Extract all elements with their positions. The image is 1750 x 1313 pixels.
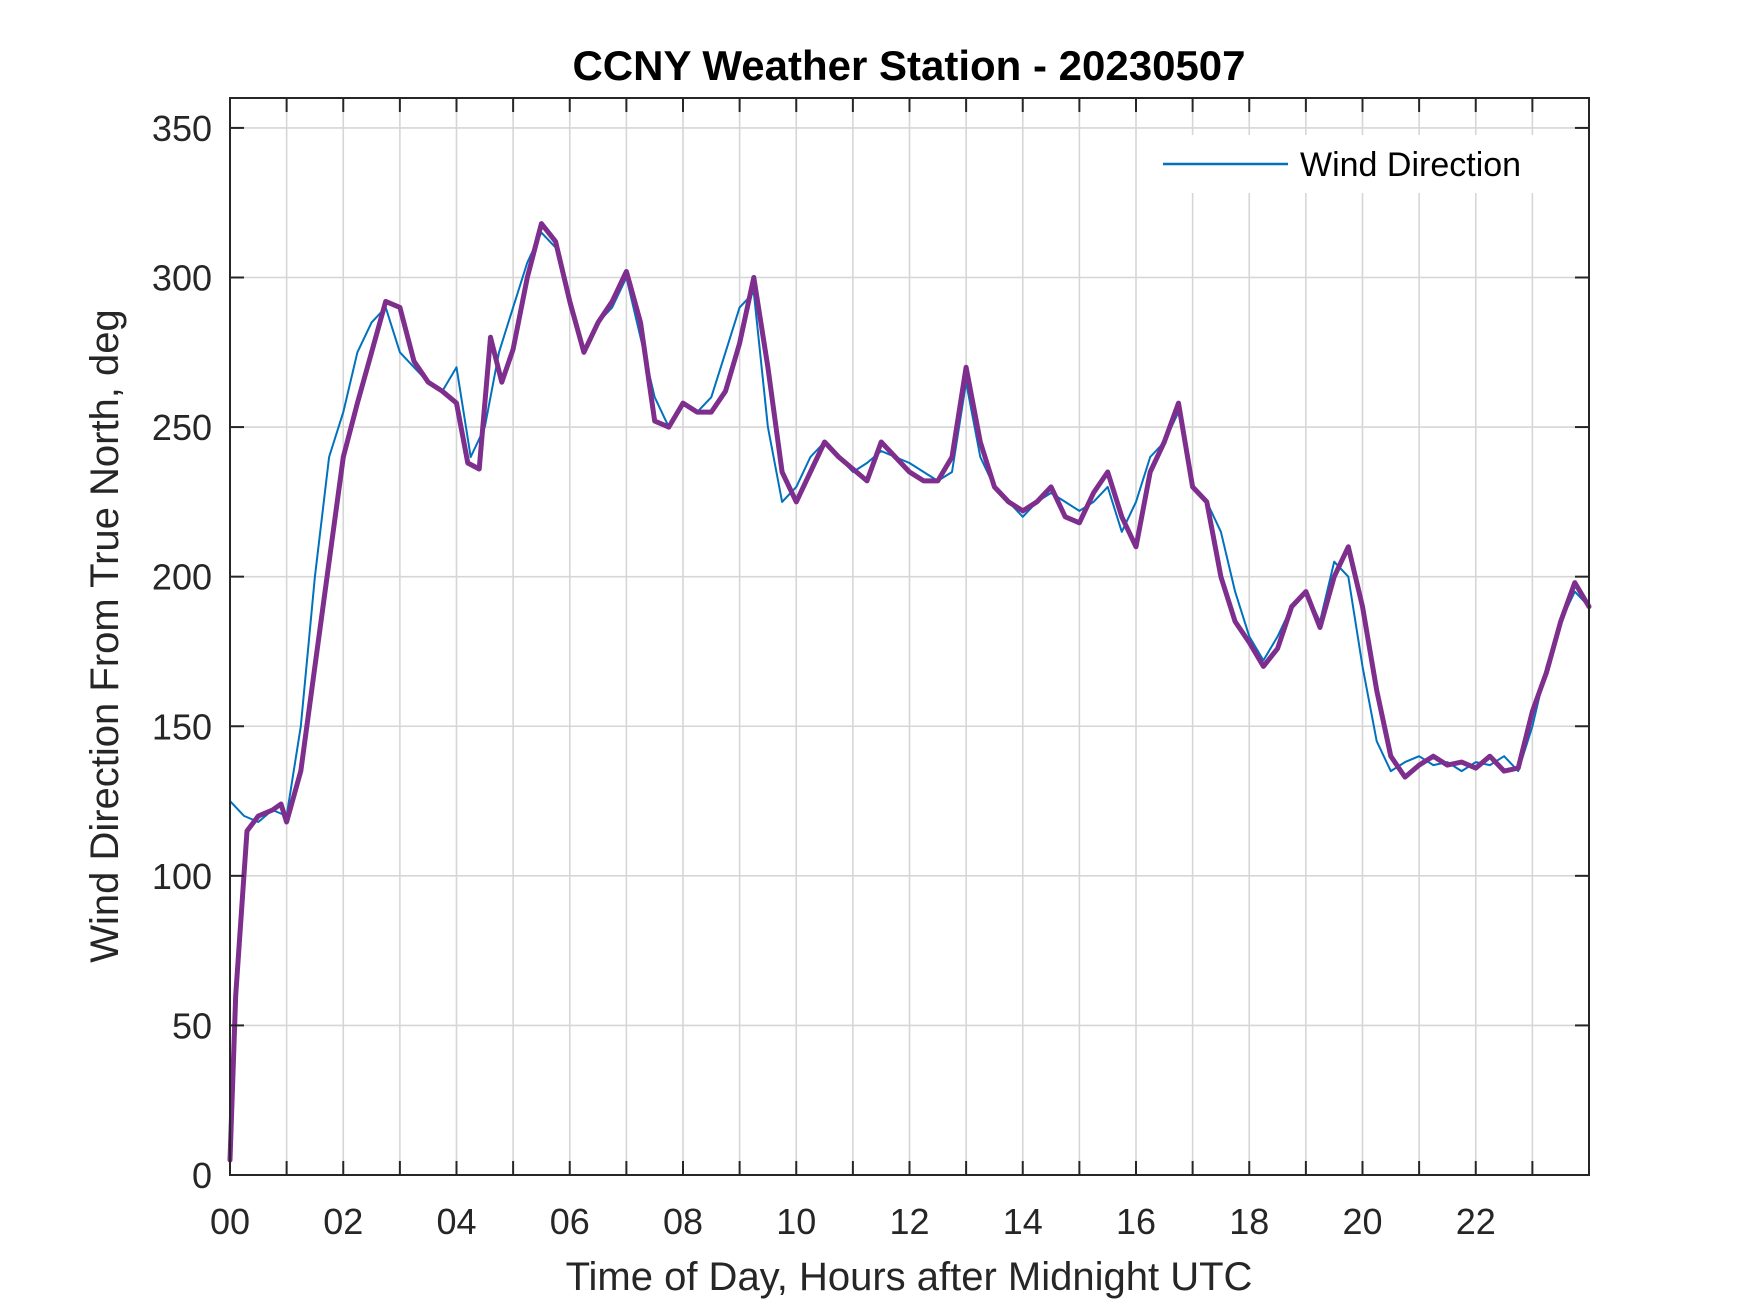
x-tick-label: 10 xyxy=(776,1201,816,1242)
x-tick-label: 00 xyxy=(210,1201,250,1242)
y-tick-label: 100 xyxy=(152,856,212,897)
y-tick-label: 150 xyxy=(152,706,212,747)
x-tick-label: 14 xyxy=(1003,1201,1043,1242)
x-tick-label: 04 xyxy=(436,1201,476,1242)
x-tick-label: 12 xyxy=(889,1201,929,1242)
y-tick-label: 350 xyxy=(152,108,212,149)
x-tick-label: 08 xyxy=(663,1201,703,1242)
legend-label-wind-direction: Wind Direction xyxy=(1300,146,1521,184)
y-tick-label: 300 xyxy=(152,258,212,299)
y-tick-labels: 0 50 100 150 200 250 300 350 xyxy=(152,108,212,1196)
series-layer xyxy=(227,221,1592,1163)
series-line-smoothed xyxy=(227,221,1592,1163)
x-tick-labels: 00 02 04 06 08 10 12 14 16 18 20 22 xyxy=(210,1201,1496,1242)
y-tick-label: 50 xyxy=(172,1005,212,1046)
tick-marks xyxy=(229,98,1589,1176)
x-tick-label: 02 xyxy=(323,1201,363,1242)
x-tick-label: 20 xyxy=(1342,1201,1382,1242)
chart-title: CCNY Weather Station - 20230507 xyxy=(572,42,1245,89)
legend: Wind Direction xyxy=(1150,135,1560,193)
grid-lines xyxy=(230,98,1589,1175)
x-tick-label: 06 xyxy=(550,1201,590,1242)
x-tick-label: 22 xyxy=(1456,1201,1496,1242)
series-line-wind-direction xyxy=(229,231,1590,823)
x-axis-label: Time of Day, Hours after Midnight UTC xyxy=(566,1255,1253,1299)
x-tick-label: 18 xyxy=(1229,1201,1269,1242)
y-tick-label: 0 xyxy=(192,1155,212,1196)
y-axis-label: Wind Direction From True North, deg xyxy=(83,309,127,963)
x-tick-label: 16 xyxy=(1116,1201,1156,1242)
y-tick-label: 250 xyxy=(152,407,212,448)
y-tick-label: 200 xyxy=(152,557,212,598)
